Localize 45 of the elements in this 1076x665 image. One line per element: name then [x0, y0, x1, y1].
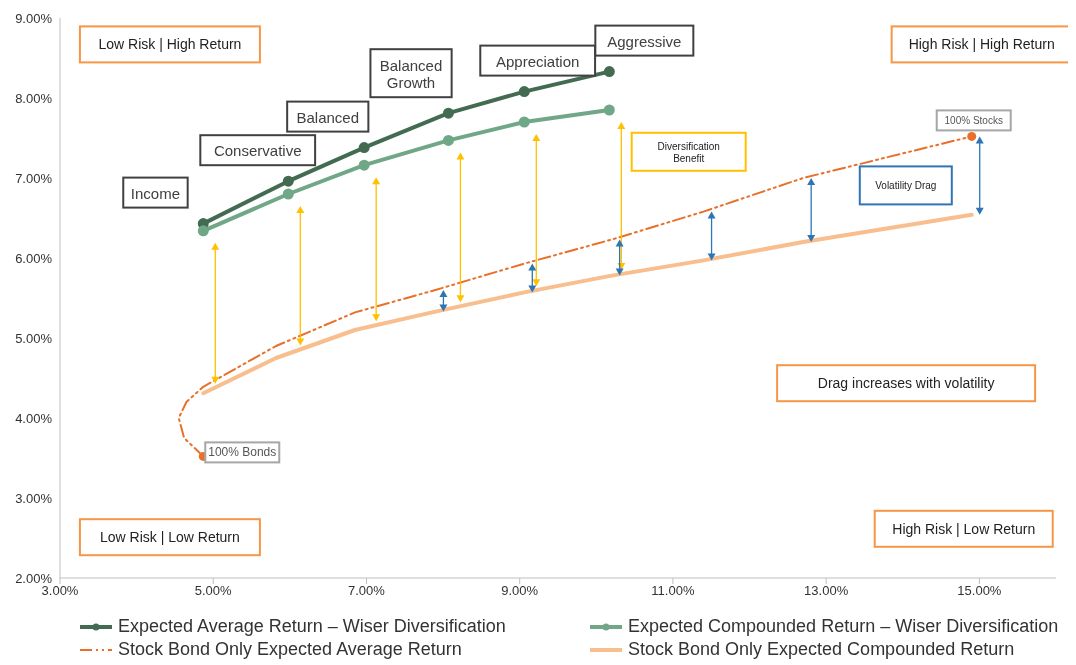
legend-label: Expected Compounded Return – Wiser Diversification: [628, 616, 1059, 637]
point: [442, 134, 454, 146]
annotation: Balanced Growth: [379, 56, 443, 91]
annotation: Income: [130, 184, 181, 202]
annotation: High Risk | Low Return: [892, 520, 1036, 537]
annotation: Appreciation: [495, 52, 580, 70]
y-tick-label: 9.00%: [15, 10, 53, 26]
annotation: Drag increases with volatility: [817, 375, 995, 392]
point: [967, 131, 977, 141]
x-tick-label: 9.00%: [501, 583, 539, 599]
point: [358, 159, 370, 171]
point: [358, 142, 370, 154]
point: [282, 188, 294, 200]
annotation: 100% Stocks: [944, 114, 1003, 126]
annotation: High Risk | High Return: [908, 36, 1055, 53]
x-tick-label: 15.00%: [957, 583, 1002, 599]
point: [282, 175, 294, 187]
annotation: Volatility Drag: [875, 179, 937, 191]
legend-label: Stock Bond Only Expected Average Return: [118, 639, 462, 660]
annotation: Low Risk | High Return: [98, 36, 242, 53]
legend-label: Stock Bond Only Expected Compounded Return: [628, 639, 1015, 660]
annotation: Diversification Benefit: [657, 140, 720, 164]
y-tick-label: 8.00%: [15, 90, 53, 106]
point: [603, 66, 615, 78]
annotation: Conservative: [213, 141, 302, 159]
y-tick-label: 2.00%: [15, 570, 53, 586]
annotation: Low Risk | Low Return: [100, 529, 240, 546]
point: [197, 225, 209, 237]
y-tick-label: 6.00%: [15, 250, 53, 266]
x-tick-label: 3.00%: [41, 583, 79, 599]
x-tick-label: 11.00%: [651, 583, 695, 599]
y-tick-label: 7.00%: [15, 170, 53, 186]
y-tick-label: 5.00%: [15, 330, 53, 346]
annotation: Balanced: [296, 108, 360, 126]
point: [603, 104, 615, 116]
point: [518, 116, 530, 128]
legend-label: Expected Average Return – Wiser Diversification: [118, 616, 506, 637]
point: [518, 86, 530, 98]
y-tick-label: 3.00%: [15, 490, 53, 506]
x-tick-label: 7.00%: [348, 583, 386, 599]
point: [442, 107, 454, 119]
y-tick-label: 4.00%: [15, 410, 53, 426]
x-tick-label: 5.00%: [194, 583, 233, 599]
annotation: Aggressive: [607, 32, 682, 50]
x-tick-label: 13.00%: [804, 583, 849, 599]
